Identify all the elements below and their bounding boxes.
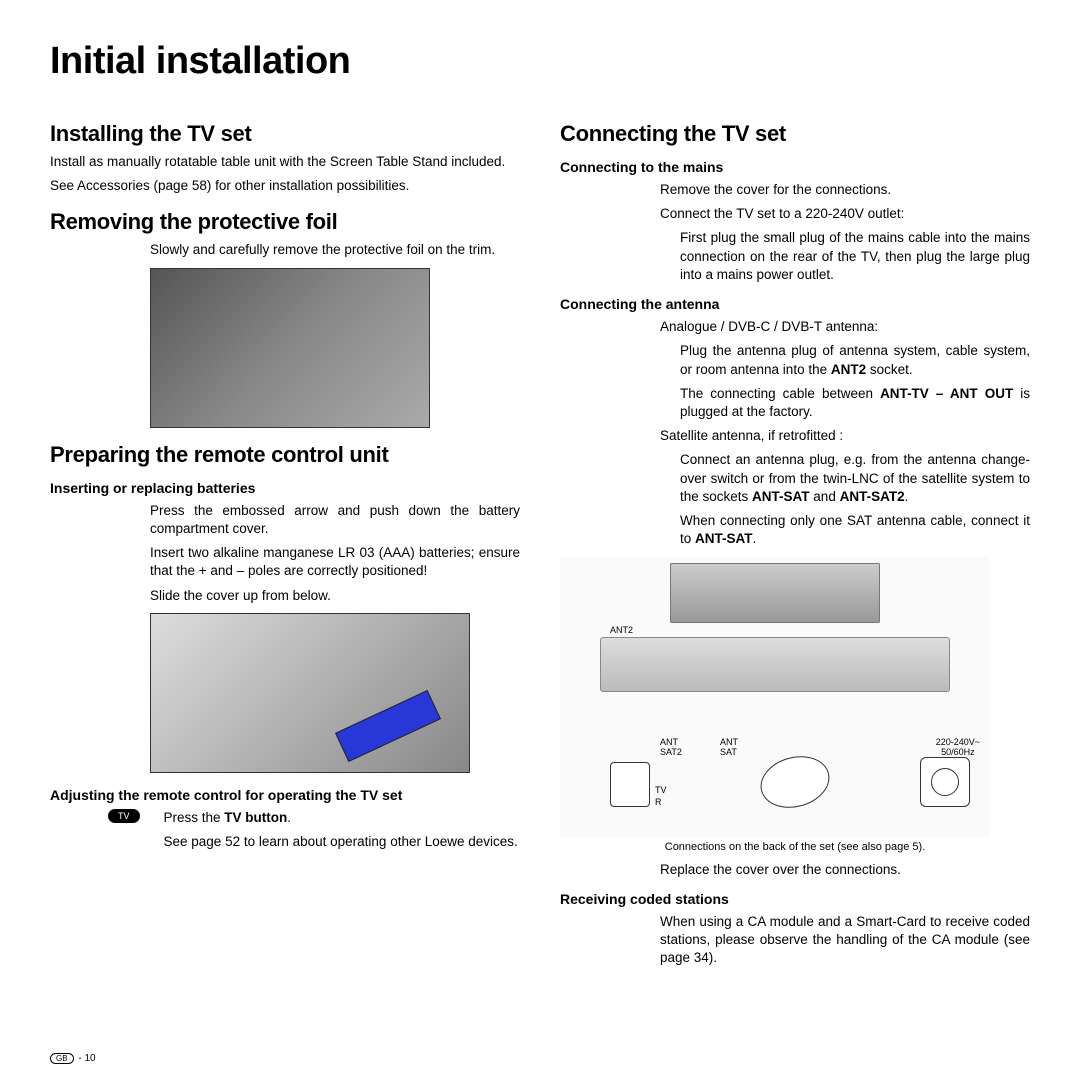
text-one-sat: When connecting only one SAT antenna cab… xyxy=(560,512,1030,548)
text-remove-cover: Remove the cover for the connections. xyxy=(560,181,1030,199)
subheading-coded: Receiving coded stations xyxy=(560,891,1030,907)
image-caption: Connections on the back of the set (see … xyxy=(560,841,1030,853)
two-column-layout: Installing the TV set Install as manuall… xyxy=(50,107,1030,973)
right-column: Connecting the TV set Connecting to the … xyxy=(560,107,1030,973)
text-antsat-bold: ANT-SAT xyxy=(752,489,810,504)
diagram-tv-back xyxy=(670,563,880,623)
text-battery-insert: Insert two alkaline manganese LR 03 (AAA… xyxy=(50,544,520,580)
text-satellite: Satellite antenna, if retrofitted : xyxy=(560,427,1030,445)
text-tv-button-bold: TV button xyxy=(224,810,287,825)
page-number: - 10 xyxy=(76,1053,96,1064)
text-fragment: socket. xyxy=(866,362,913,377)
heading-remote: Preparing the remote control unit xyxy=(50,442,520,468)
text-replace-cover: Replace the cover over the connections. xyxy=(560,861,1030,879)
text-foil: Slowly and carefully remove the protecti… xyxy=(50,241,520,259)
text-ant2: Plug the antenna plug of antenna system,… xyxy=(560,342,1030,378)
subheading-antenna: Connecting the antenna xyxy=(560,296,1030,312)
diagram-power-outlet xyxy=(920,757,970,807)
text-antsat-bold2: ANT-SAT xyxy=(695,531,753,546)
heading-foil: Removing the protective foil xyxy=(50,209,520,235)
page-title: Initial installation xyxy=(50,40,1030,83)
text-plug-mains: First plug the small plug of the mains c… xyxy=(560,229,1030,284)
text-anttv-bold: ANT-TV – ANT OUT xyxy=(880,386,1013,401)
label-tv: TV xyxy=(655,785,667,795)
text-fragment: . xyxy=(905,489,909,504)
subheading-batteries: Inserting or replacing batteries xyxy=(50,480,520,496)
image-foil-removal xyxy=(150,268,430,428)
text-connect-outlet: Connect the TV set to a 220-240V outlet: xyxy=(560,205,1030,223)
label-r: R xyxy=(655,797,662,807)
text-install-stand: Install as manually rotatable table unit… xyxy=(50,153,520,171)
text-fragment: Press the xyxy=(164,810,225,825)
label-antsat: ANT SAT xyxy=(720,737,738,757)
image-remote-batteries xyxy=(150,613,470,773)
text-battery-slide: Slide the cover up from below. xyxy=(50,587,520,605)
text-antsat: Connect an antenna plug, e.g. from the a… xyxy=(560,451,1030,506)
text-fragment: . xyxy=(753,531,757,546)
image-connections-diagram: ANT2 ANT SAT2 ANT SAT 220-240V~ 50/60Hz … xyxy=(560,557,990,837)
region-pill: GB xyxy=(50,1053,74,1064)
heading-connecting: Connecting the TV set xyxy=(560,121,1030,147)
text-ant2-bold: ANT2 xyxy=(831,362,866,377)
label-antsat2: ANT SAT2 xyxy=(660,737,682,757)
page-footer: GB - 10 xyxy=(50,1053,96,1064)
heading-installing: Installing the TV set xyxy=(50,121,520,147)
text-battery-cover: Press the embossed arrow and push down t… xyxy=(50,502,520,538)
tv-pill-icon: TV xyxy=(108,809,140,823)
text-accessories: See Accessories (page 58) for other inst… xyxy=(50,177,520,195)
text-fragment: . xyxy=(287,810,291,825)
text-press-tv: Press the TV button. xyxy=(164,809,520,827)
text-other-devices: See page 52 to learn about operating oth… xyxy=(164,833,520,851)
subheading-adjust-remote: Adjusting the remote control for operati… xyxy=(50,787,520,803)
diagram-satellite-dish xyxy=(755,748,836,814)
text-fragment: and xyxy=(810,489,840,504)
label-power: 220-240V~ 50/60Hz xyxy=(936,737,980,757)
label-ant2: ANT2 xyxy=(610,625,633,635)
text-analogue: Analogue / DVB-C / DVB-T antenna: xyxy=(560,318,1030,336)
text-ant-tv-out: The connecting cable between ANT-TV – AN… xyxy=(560,385,1030,421)
diagram-wall-socket xyxy=(610,762,650,807)
text-antsat2-bold: ANT-SAT2 xyxy=(840,489,905,504)
text-ca-module: When using a CA module and a Smart-Card … xyxy=(560,913,1030,968)
subheading-mains: Connecting to the mains xyxy=(560,159,1030,175)
diagram-connector-panel xyxy=(600,637,950,692)
left-column: Installing the TV set Install as manuall… xyxy=(50,107,520,973)
tv-button-instruction: TV Press the TV button. See page 52 to l… xyxy=(50,809,520,857)
text-fragment: The connecting cable between xyxy=(680,386,880,401)
